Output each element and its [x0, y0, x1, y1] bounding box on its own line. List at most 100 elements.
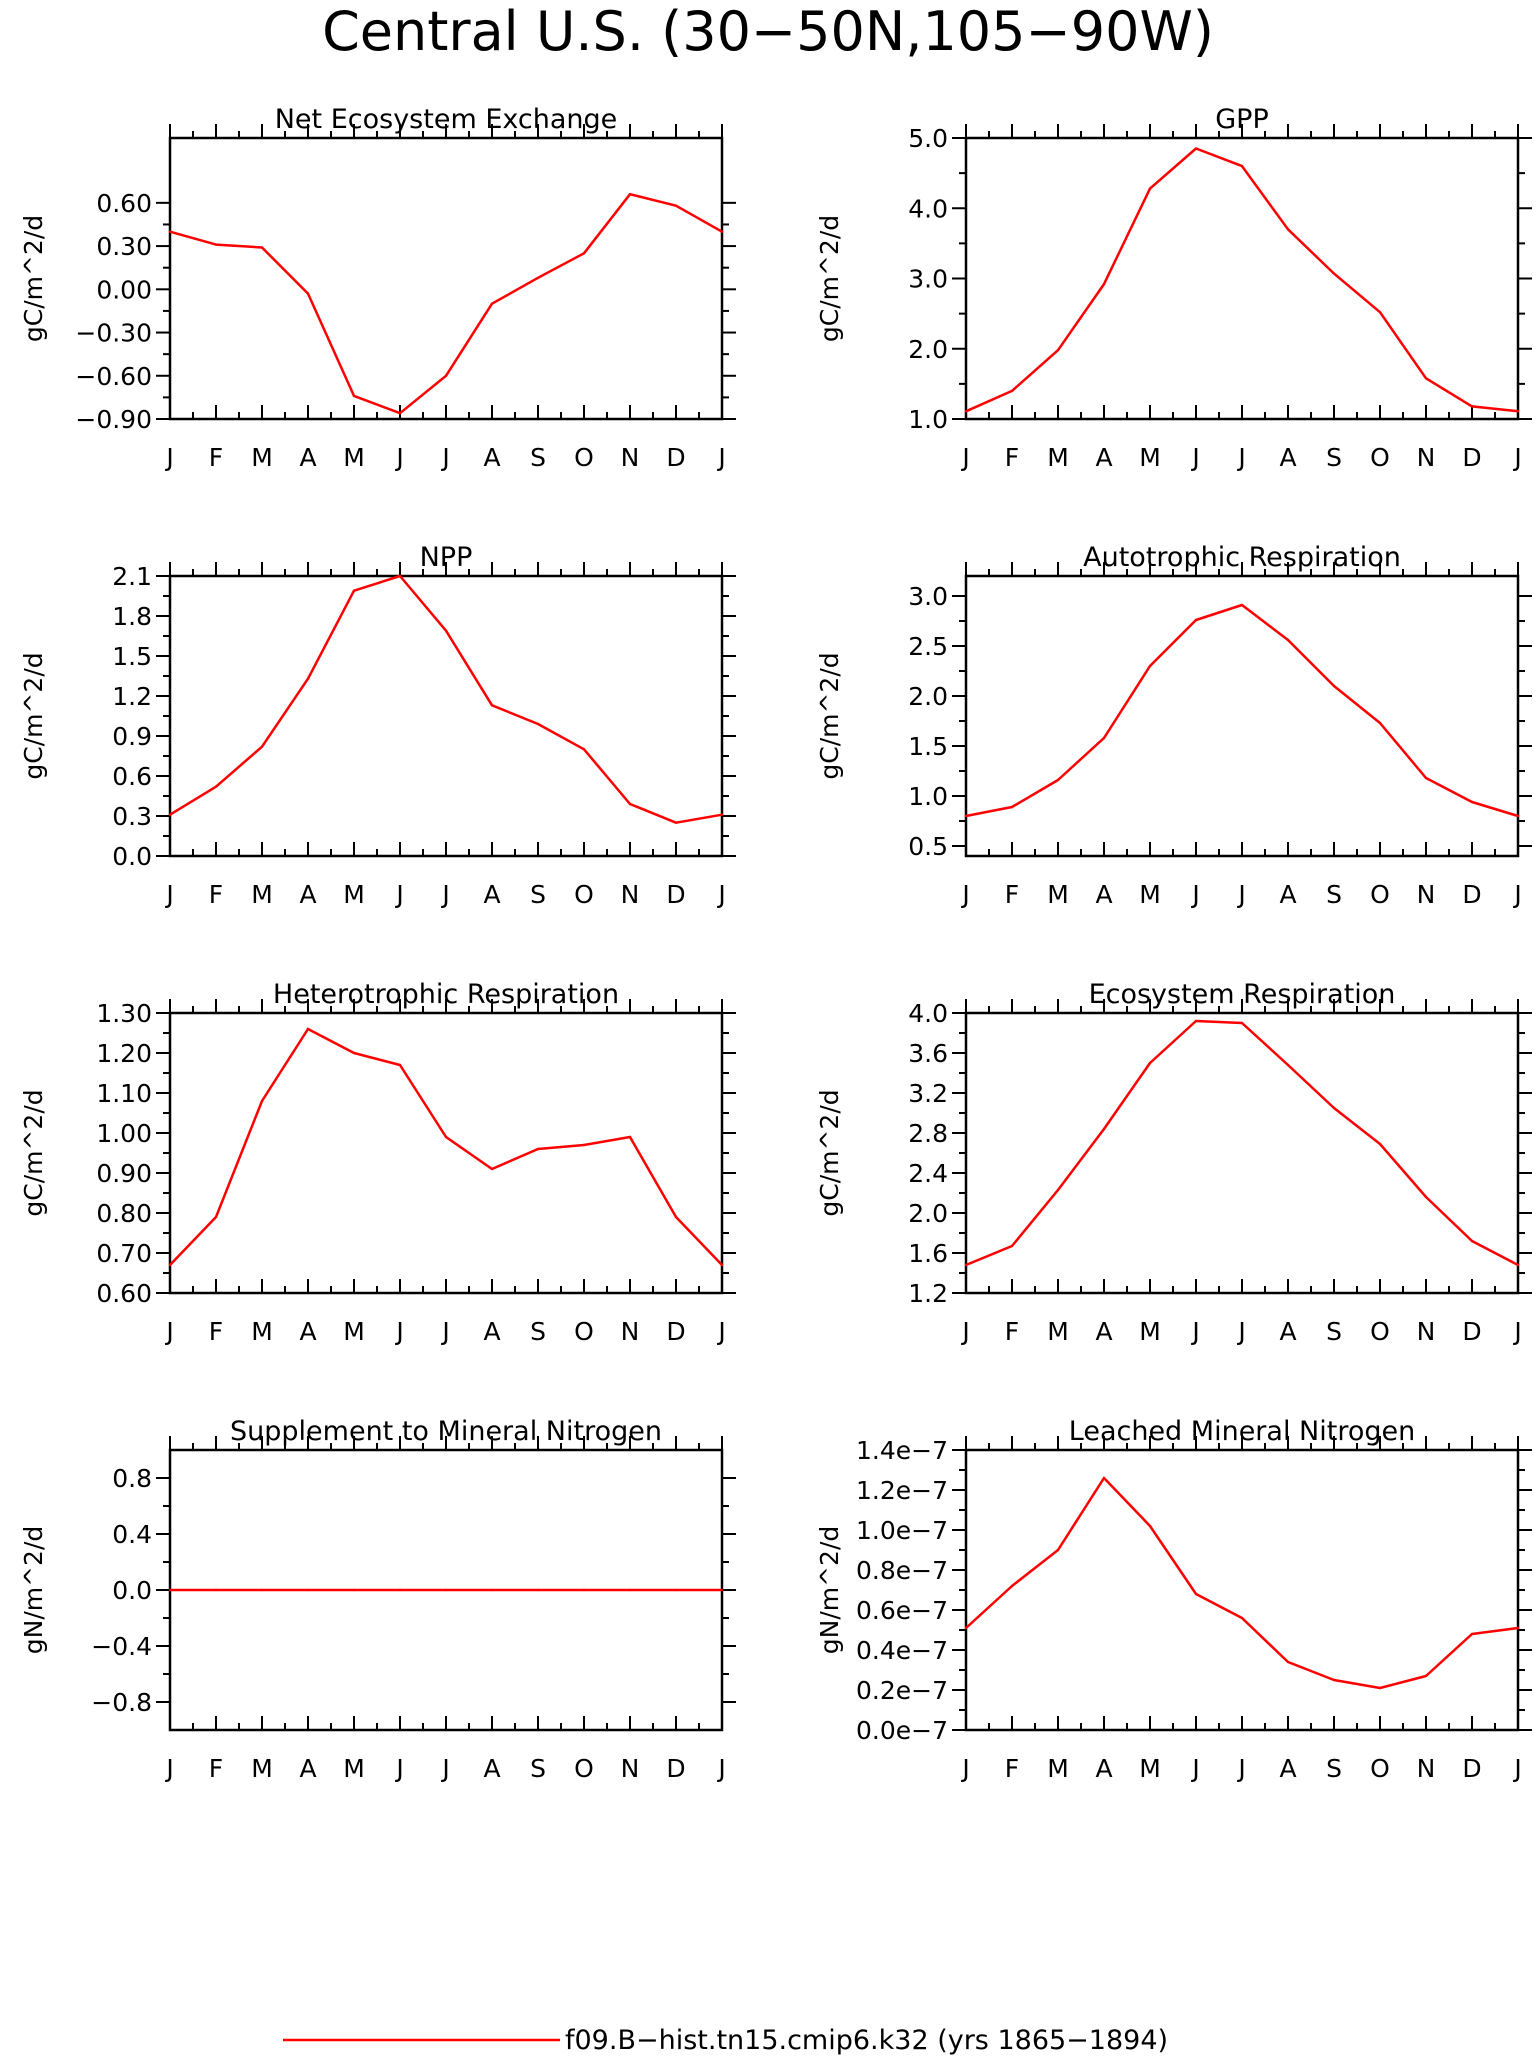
x-tick-label: M: [251, 880, 273, 909]
data-point: [720, 1588, 724, 1592]
x-tick-label: J: [1512, 1754, 1521, 1783]
data-point: [720, 1263, 724, 1267]
x-tick-label: N: [1417, 1754, 1436, 1783]
y-tick-label: 0.5: [908, 832, 948, 861]
data-point: [536, 722, 540, 726]
x-tick-label: J: [1512, 880, 1521, 909]
series-line: [169, 1027, 723, 1266]
data-point: [1424, 1674, 1428, 1678]
data-point: [1240, 1616, 1244, 1620]
y-tick-label: 2.1: [112, 562, 152, 591]
data-point: [490, 1167, 494, 1171]
x-tick-label: A: [483, 443, 500, 472]
data-point: [1148, 1061, 1152, 1065]
x-tick-label: M: [1047, 1754, 1069, 1783]
y-tick-label: 1.8: [112, 602, 152, 631]
data-point: [352, 394, 356, 398]
x-tick-label: F: [209, 1754, 223, 1783]
x-tick-label: M: [343, 443, 365, 472]
data-point: [1148, 187, 1152, 190]
x-tick-label: O: [1370, 1317, 1390, 1346]
x-tick-label: J: [394, 1754, 403, 1783]
data-point: [582, 252, 586, 255]
y-tick-label: 2.0: [908, 1199, 948, 1228]
x-tick-label: J: [716, 1317, 725, 1346]
data-point: [536, 1588, 540, 1592]
data-point: [1010, 1584, 1014, 1588]
y-tick-label: 4.0: [908, 999, 948, 1028]
series-line: [965, 147, 1519, 413]
x-tick-label: J: [440, 1317, 449, 1346]
figure-title: Central U.S. (30−50N,105−90W): [322, 0, 1214, 63]
y-tick-label: 0.70: [96, 1239, 152, 1268]
data-point: [1378, 311, 1382, 314]
data-point: [214, 785, 218, 788]
x-tick-label: M: [343, 880, 365, 909]
series-line: [965, 1019, 1519, 1267]
x-tick-label: J: [716, 880, 725, 909]
x-tick-label: J: [960, 1317, 969, 1346]
x-tick-label: M: [251, 1317, 273, 1346]
x-tick-label: A: [1279, 1754, 1296, 1783]
data-point: [1010, 805, 1014, 809]
data-point: [628, 193, 632, 196]
x-tick-label: J: [394, 880, 403, 909]
data-point: [168, 1588, 172, 1592]
data-point: [1194, 618, 1198, 622]
data-point: [1102, 282, 1106, 286]
x-tick-label: S: [530, 443, 546, 472]
data-point: [1378, 1686, 1382, 1690]
y-tick-label: 0.60: [96, 189, 152, 218]
y-tick-label: 1.4e−7: [856, 1436, 948, 1465]
y-tick-label: 5.0: [908, 124, 948, 153]
data-point: [1332, 1106, 1336, 1110]
data-point: [1102, 736, 1106, 740]
x-tick-label: S: [1326, 1317, 1342, 1346]
data-point: [260, 1099, 264, 1103]
x-tick-label: J: [1190, 880, 1199, 909]
y-tick-label: 0.4e−7: [856, 1636, 948, 1665]
data-point: [1056, 1548, 1060, 1552]
data-point: [674, 1215, 678, 1219]
y-tick-label: 1.2e−7: [856, 1476, 948, 1505]
x-tick-label: S: [1326, 443, 1342, 472]
y-tick-label: −0.30: [75, 319, 152, 348]
data-point: [1240, 1021, 1244, 1025]
x-tick-label: F: [1005, 1754, 1019, 1783]
x-tick-label: J: [1236, 1754, 1245, 1783]
x-tick-label: J: [440, 880, 449, 909]
x-tick-label: M: [1139, 1754, 1161, 1783]
x-tick-label: J: [440, 1754, 449, 1783]
x-tick-label: M: [251, 443, 273, 472]
x-tick-label: N: [621, 1754, 640, 1783]
x-tick-label: A: [483, 880, 500, 909]
x-tick-label: M: [1047, 880, 1069, 909]
y-tick-label: 1.0: [908, 782, 948, 811]
x-tick-label: D: [1462, 1754, 1481, 1783]
y-tick-label: 4.0: [908, 194, 948, 223]
y-tick-label: 3.2: [908, 1079, 948, 1108]
x-tick-label: S: [1326, 880, 1342, 909]
y-tick-label: 1.6: [908, 1239, 948, 1268]
plot-frame: [964, 574, 1520, 858]
data-point: [1148, 1524, 1152, 1528]
data-point: [490, 302, 494, 305]
data-point: [1470, 405, 1474, 408]
y-tick-label: 0.0: [112, 842, 152, 871]
data-point: [964, 1263, 968, 1267]
data-point: [1010, 1244, 1014, 1248]
x-tick-label: M: [1139, 1317, 1161, 1346]
data-point: [444, 1588, 448, 1592]
y-axis-label: gC/m^2/d: [19, 215, 48, 342]
data-point: [352, 589, 356, 592]
data-point: [260, 1588, 264, 1592]
data-point: [1516, 814, 1520, 818]
y-tick-label: 0.6e−7: [856, 1596, 948, 1625]
x-tick-label: J: [164, 443, 173, 472]
data-point: [1102, 1127, 1106, 1131]
data-point: [720, 230, 724, 233]
data-point: [398, 1063, 402, 1067]
data-point: [1286, 228, 1290, 231]
